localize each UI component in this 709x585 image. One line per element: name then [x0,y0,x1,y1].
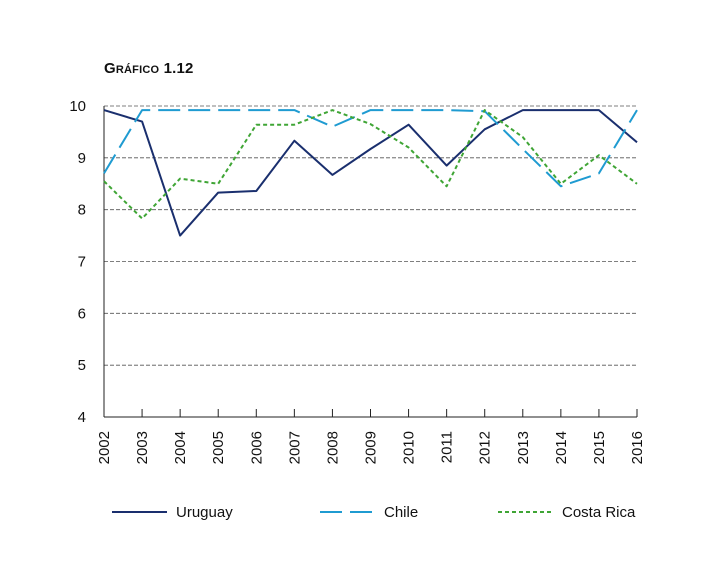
y-tick-label: 4 [78,409,86,426]
legend-label: Costa Rica [562,504,636,521]
legend: Uruguay Chile Costa Rica [112,504,636,521]
x-tick-label: 2003 [134,431,151,464]
x-tick-label: 2014 [553,431,570,464]
x-tick-label: 2012 [477,431,494,464]
x-tick-label: 2004 [172,431,189,464]
x-tick-label: 2013 [515,431,532,464]
x-tick-label: 2010 [401,431,418,464]
x-tick-label: 2002 [96,431,113,464]
y-tick-label: 5 [78,357,86,374]
chart-title: Gráfico 1.12 [104,60,194,77]
x-tick-label: 2006 [248,431,265,464]
axes [103,106,638,418]
y-tick-label: 8 [78,202,86,219]
x-tick-label: 2008 [324,431,341,464]
series-line-uruguay [103,109,638,237]
legend-label: Uruguay [176,504,233,521]
grid-lines [104,105,637,366]
x-tick-label: 2015 [591,431,608,464]
y-tick-label: 7 [78,254,86,271]
legend-label: Chile [384,504,418,521]
y-tick-label: 6 [78,305,86,322]
series-line-costa-rica [103,109,638,220]
tick-labels: 4 5 6 7 8 9 10 2002 2003 2004 2005 2006 2007 2008 2009… [69,98,646,464]
x-tick-label: 2011 [439,431,456,463]
series-line-chile [103,109,638,188]
x-tick-label: 2009 [363,431,380,464]
x-tick-label: 2016 [629,431,646,464]
y-tick-label: 10 [69,98,86,115]
series-lines [103,109,638,237]
x-tick-label: 2007 [286,431,303,464]
x-tick-label: 2005 [210,431,227,464]
y-tick-label: 9 [78,150,86,167]
